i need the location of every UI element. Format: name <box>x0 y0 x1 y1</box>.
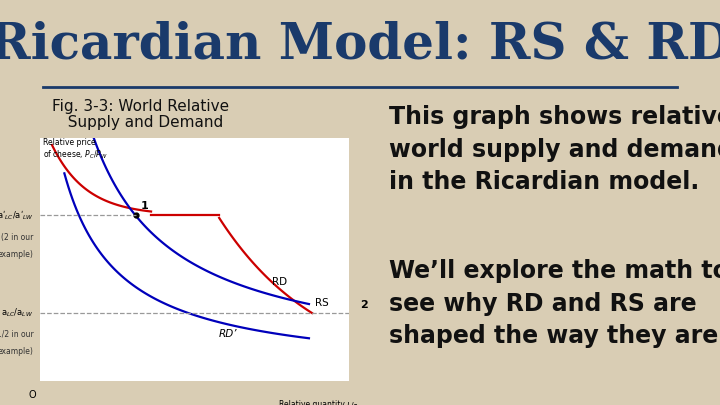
Text: Fig. 3-3: World Relative: Fig. 3-3: World Relative <box>52 99 229 114</box>
Text: RS: RS <box>315 298 329 308</box>
Text: (2 in our: (2 in our <box>1 233 33 242</box>
Text: aʹ$_{LC}$/aʹ$_{LW}$: aʹ$_{LC}$/aʹ$_{LW}$ <box>0 209 33 222</box>
Text: a$_{LC}$/a$_{LW}$: a$_{LC}$/a$_{LW}$ <box>1 307 33 319</box>
Text: Ricardian Model: RS & RD: Ricardian Model: RS & RD <box>0 20 720 69</box>
Text: (1/2 in our: (1/2 in our <box>0 330 33 339</box>
Text: 2: 2 <box>361 300 368 310</box>
Text: $L/a_{LC}$
$L^*/a^*_{LW}$: $L/a_{LC}$ $L^*/a^*_{LW}$ <box>342 400 369 405</box>
Text: We’ll explore the math to
see why RD and RS are
shaped the way they are.: We’ll explore the math to see why RD and… <box>389 259 720 348</box>
Text: 1: 1 <box>140 201 148 211</box>
Text: example): example) <box>0 347 33 356</box>
Text: O: O <box>28 390 36 401</box>
Text: example): example) <box>0 250 33 259</box>
Text: This graph shows relative
world supply and demand
in the Ricardian model.: This graph shows relative world supply a… <box>389 105 720 194</box>
Text: Relative quantity
of cheese: Relative quantity of cheese <box>279 400 345 405</box>
Text: RD’: RD’ <box>219 329 238 339</box>
Text: Supply and Demand: Supply and Demand <box>58 115 223 130</box>
Text: Relative price
of cheese, $P_C/P_W$: Relative price of cheese, $P_C/P_W$ <box>42 138 107 161</box>
Text: RD: RD <box>272 277 287 287</box>
